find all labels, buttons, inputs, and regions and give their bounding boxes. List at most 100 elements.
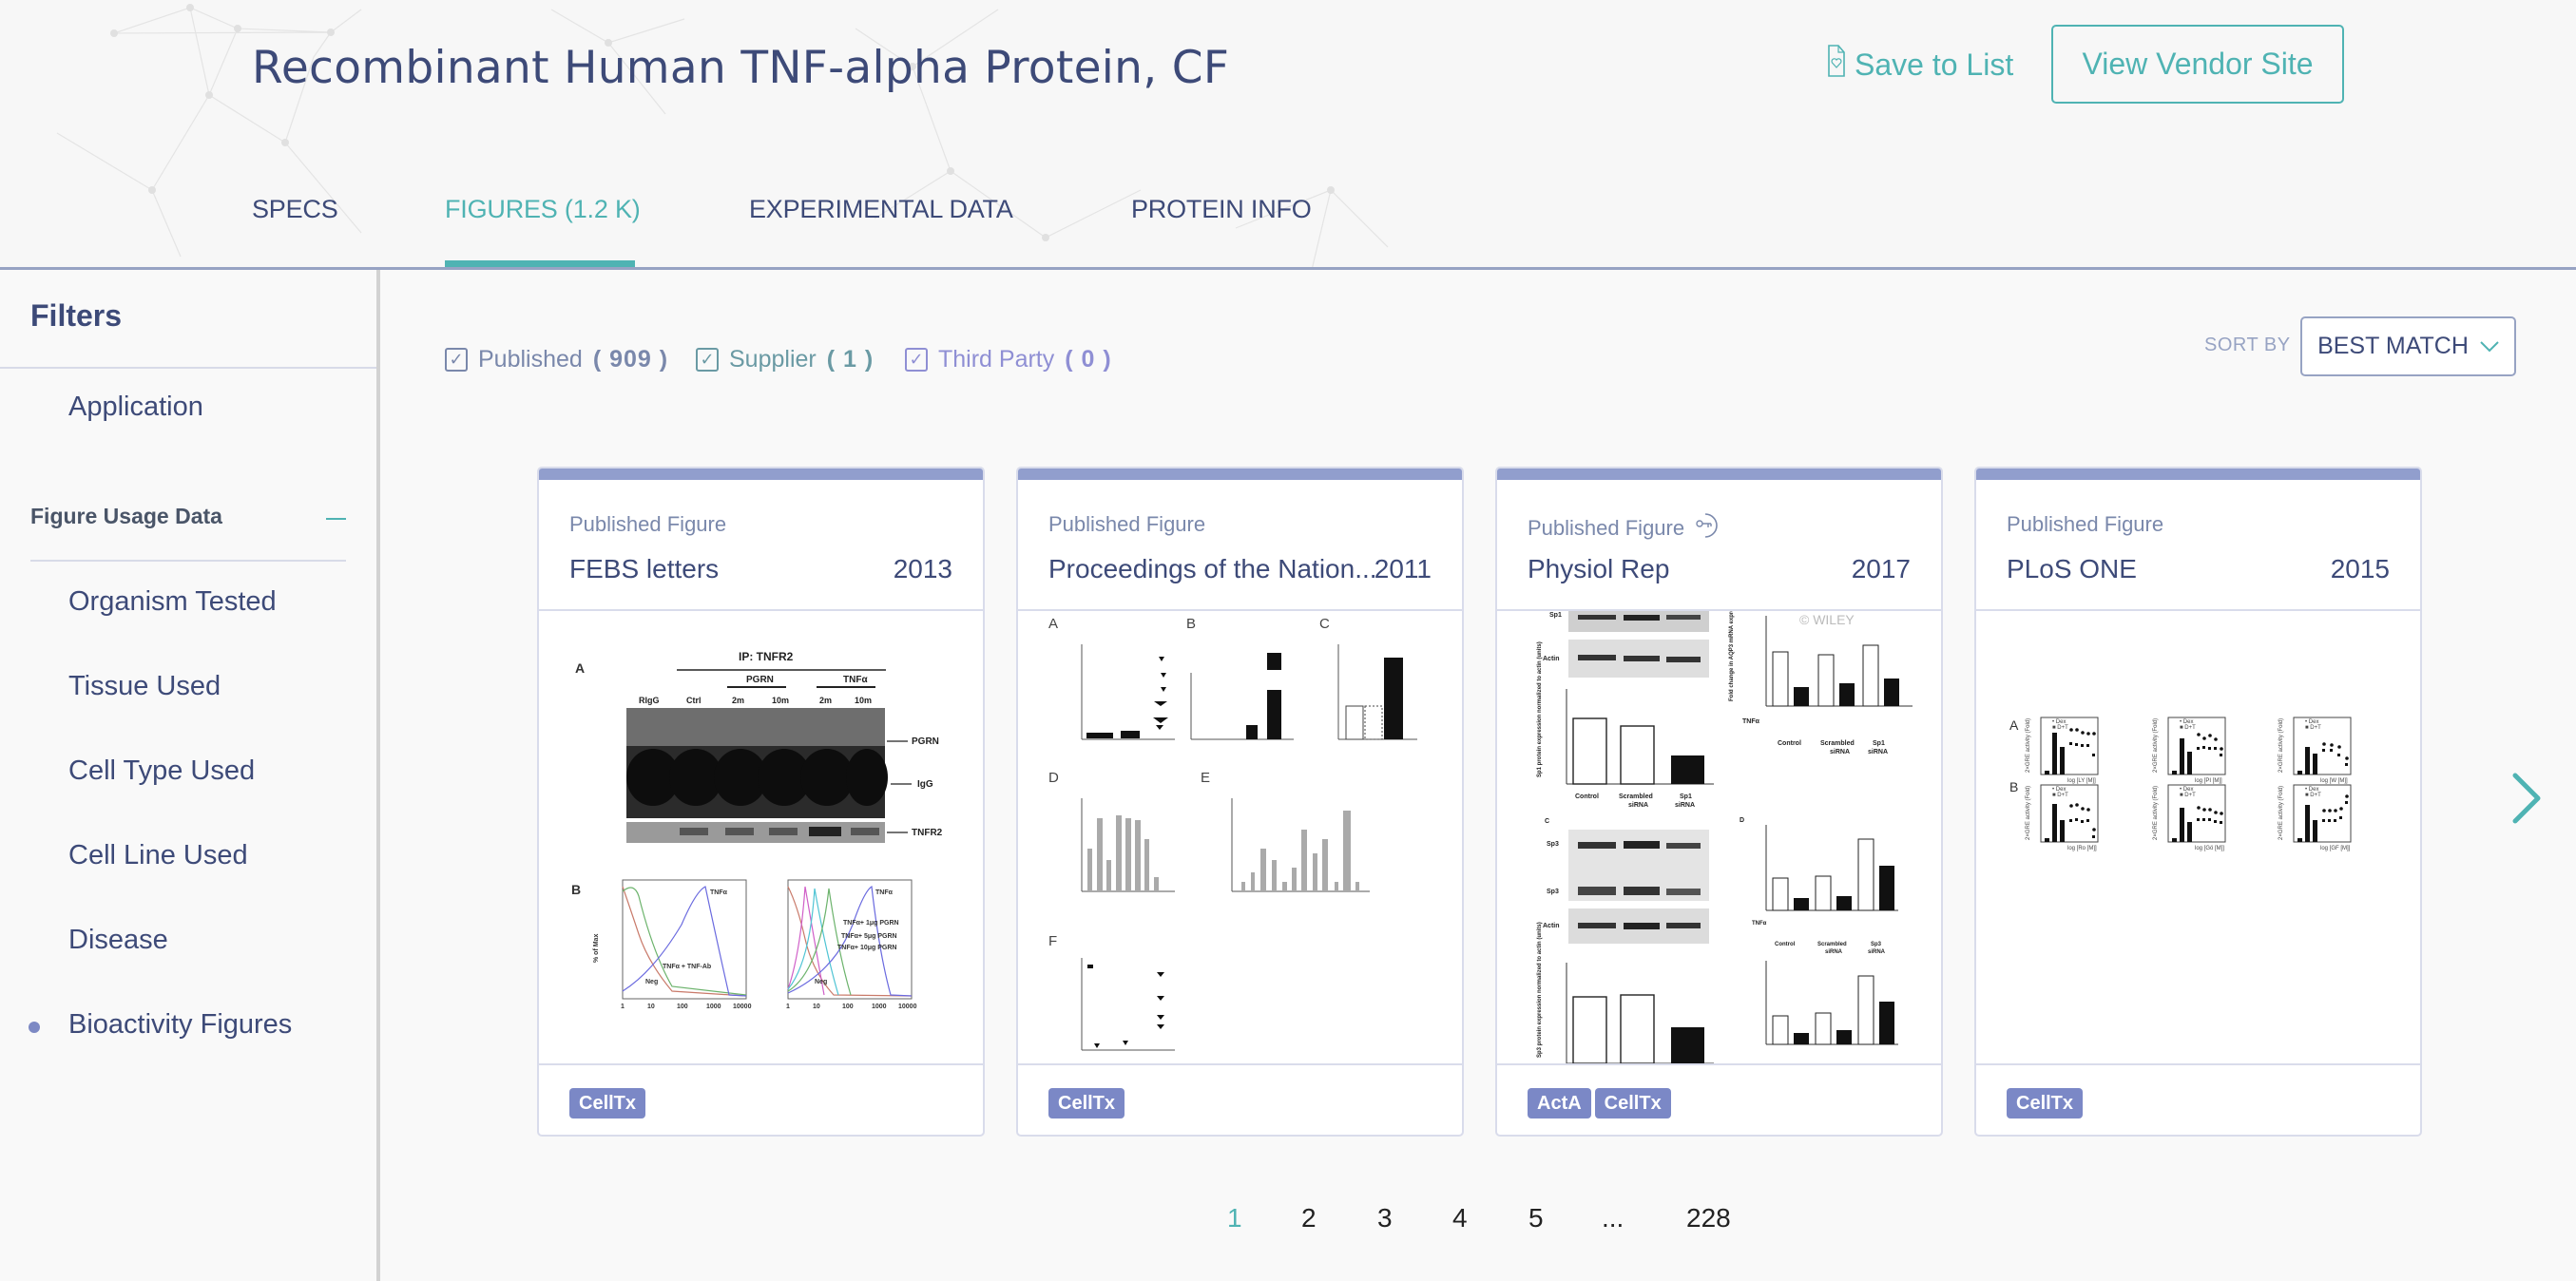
svg-text:IP: TNFR2: IP: TNFR2 <box>739 650 794 663</box>
svg-text:2m: 2m <box>819 696 832 705</box>
card-top-bar <box>1018 468 1462 480</box>
svg-text:10m: 10m <box>855 696 872 705</box>
tab-experimental-data[interactable]: EXPERIMENTAL DATA <box>749 195 1013 267</box>
svg-text:A: A <box>575 660 585 676</box>
tag-badge[interactable]: ActA <box>1528 1088 1591 1118</box>
filter-tissue-used[interactable]: Tissue Used <box>68 671 221 701</box>
tag-list: CellTx <box>1048 1088 1125 1118</box>
filters-title: Filters <box>30 298 123 333</box>
chevron-right-icon[interactable] <box>2512 773 2541 829</box>
svg-text:Control: Control <box>1775 942 1796 947</box>
svg-text:F: F <box>1048 933 1057 949</box>
figure-thumbnail[interactable]: A B C D E F <box>1018 611 1462 1065</box>
svg-text:Scrambled: Scrambled <box>1820 740 1855 747</box>
tag-list: ActA CellTx <box>1528 1088 1671 1118</box>
filter-disease[interactable]: Disease <box>68 925 168 955</box>
svg-text:Control: Control <box>1575 793 1599 800</box>
svg-text:• Dex: • Dex <box>2305 719 2318 725</box>
svg-text:Ctrl: Ctrl <box>686 696 702 705</box>
published-checkbox[interactable]: ✓ Published ( 909 ) <box>445 345 668 373</box>
page-4[interactable]: 4 <box>1452 1203 1468 1233</box>
figure-card[interactable]: Published Figure FEBS letters 2013 A IP:… <box>537 467 985 1137</box>
page-3[interactable]: 3 <box>1377 1203 1393 1233</box>
tab-specs[interactable]: SPECS <box>252 195 338 267</box>
svg-text:Sp1: Sp1 <box>1873 740 1885 747</box>
svg-text:10: 10 <box>647 1004 655 1010</box>
svg-text:■ D+T: ■ D+T <box>2052 793 2068 798</box>
tab-figures[interactable]: FIGURES (1.2 K) <box>445 195 641 267</box>
svg-text:% of Max: % of Max <box>593 934 600 963</box>
filter-organism-tested[interactable]: Organism Tested <box>68 586 277 617</box>
svg-text:Neg: Neg <box>645 979 658 985</box>
journal-name: Proceedings of the Nation... <box>1048 554 1377 583</box>
filter-bioactivity-figures[interactable]: Bioactivity Figures <box>68 1009 293 1040</box>
svg-text:■ D+T: ■ D+T <box>2305 725 2321 731</box>
svg-text:log [Gö [M]]: log [Gö [M]] <box>2195 846 2224 851</box>
checkbox-checked-icon: ✓ <box>905 347 928 372</box>
figure-card[interactable]: Published Figure Proceedings of the Nati… <box>1016 467 1464 1137</box>
svg-text:siRNA: siRNA <box>1830 749 1850 755</box>
page-last[interactable]: 228 <box>1686 1203 1731 1233</box>
svg-text:Sp1: Sp1 <box>1680 793 1692 800</box>
svg-text:log [LY [M]]: log [LY [M]] <box>2067 778 2096 784</box>
divider <box>30 560 346 562</box>
svg-text:100: 100 <box>842 1004 854 1010</box>
svg-text:■ D+T: ■ D+T <box>2052 725 2068 731</box>
checkbox-count: ( 1 ) <box>826 345 875 373</box>
svg-text:Sp1 protein expression normali: Sp1 protein expression normalized to act… <box>1537 641 1543 777</box>
tag-badge[interactable]: CellTx <box>2007 1088 2084 1118</box>
minus-icon[interactable] <box>326 518 346 520</box>
section-figure-usage-data[interactable]: Figure Usage Data <box>30 504 222 528</box>
tag-badge[interactable]: CellTx <box>1048 1088 1125 1118</box>
page-1[interactable]: 1 <box>1227 1203 1242 1233</box>
sort-selected-value: BEST MATCH <box>2317 333 2469 359</box>
checkbox-label: Published <box>478 345 583 373</box>
svg-text:B: B <box>2009 779 2018 794</box>
svg-text:1: 1 <box>621 1004 625 1010</box>
save-to-list-button[interactable]: Save to List <box>1828 44 2013 86</box>
page-2[interactable]: 2 <box>1301 1203 1317 1233</box>
figure-card[interactable]: Published Figure Physiol Rep 2017 Sp1 Ac… <box>1495 467 1943 1137</box>
supplier-checkbox[interactable]: ✓ Supplier ( 1 ) <box>696 345 874 373</box>
card-header: Published Figure PLoS ONE 2015 <box>1976 480 2420 611</box>
checkbox-label: Supplier <box>729 345 817 373</box>
card-header: Published Figure FEBS letters 2013 <box>539 480 983 611</box>
svg-text:10: 10 <box>813 1004 820 1010</box>
page-5[interactable]: 5 <box>1528 1203 1544 1233</box>
tag-badge[interactable]: CellTx <box>1594 1088 1671 1118</box>
figure-card[interactable]: Published Figure PLoS ONE 2015 A B <box>1974 467 2422 1137</box>
third-party-checkbox[interactable]: ✓ Third Party ( 0 ) <box>905 345 1112 373</box>
svg-text:RIgG: RIgG <box>639 696 660 705</box>
svg-text:TNFα: TNFα <box>1742 718 1760 725</box>
view-vendor-site-button[interactable]: View Vendor Site <box>2051 25 2344 104</box>
svg-text:Sp3: Sp3 <box>1547 889 1559 895</box>
tab-protein-info[interactable]: PROTEIN INFO <box>1131 195 1312 267</box>
svg-text:PGRN: PGRN <box>746 675 774 685</box>
figure-type: Published Figure <box>569 512 727 536</box>
svg-text:Scrambled: Scrambled <box>1817 942 1847 947</box>
figure-thumbnail[interactable]: A IP: TNFR2 PGRN TNFα RIgG Ctrl 2m 10m 2… <box>539 611 983 1065</box>
svg-text:TNFα+ 5μg PGRN: TNFα+ 5μg PGRN <box>841 933 897 940</box>
figure-thumbnail[interactable]: A B <box>1976 611 2420 1065</box>
figure-thumbnail[interactable]: Sp1 Actin Sp3 Sp3 Actin C D Sp1 protein … <box>1497 611 1941 1065</box>
sort-dropdown[interactable]: BEST MATCH <box>2300 316 2516 376</box>
svg-text:1000: 1000 <box>706 1004 721 1010</box>
figure-type: Published Figure <box>2007 512 2164 536</box>
svg-text:Fold change in AQP3 mRNA expre: Fold change in AQP3 mRNA expression (Nor… <box>1729 611 1735 701</box>
svg-text:B: B <box>1186 616 1196 632</box>
svg-text:C: C <box>1545 818 1549 825</box>
open-access-key-icon <box>1692 512 1719 545</box>
svg-text:C: C <box>1319 616 1330 632</box>
svg-text:Scrambled: Scrambled <box>1619 793 1653 800</box>
card-header: Published Figure Proceedings of the Nati… <box>1018 480 1462 611</box>
svg-text:PGRN: PGRN <box>912 736 939 747</box>
svg-text:2×GRE activity (Fold): 2×GRE activity (Fold) <box>2153 718 2159 773</box>
svg-text:Sp3: Sp3 <box>1547 841 1559 848</box>
filter-application[interactable]: Application <box>68 392 203 422</box>
svg-text:• Dex: • Dex <box>2180 787 2193 793</box>
filter-cell-line-used[interactable]: Cell Line Used <box>68 840 248 870</box>
tag-badge[interactable]: CellTx <box>569 1088 646 1118</box>
svg-text:Sp3 protein expression normali: Sp3 protein expression normalized to act… <box>1537 922 1543 1058</box>
filter-cell-type-used[interactable]: Cell Type Used <box>68 755 256 786</box>
svg-text:siRNA: siRNA <box>1825 949 1843 955</box>
